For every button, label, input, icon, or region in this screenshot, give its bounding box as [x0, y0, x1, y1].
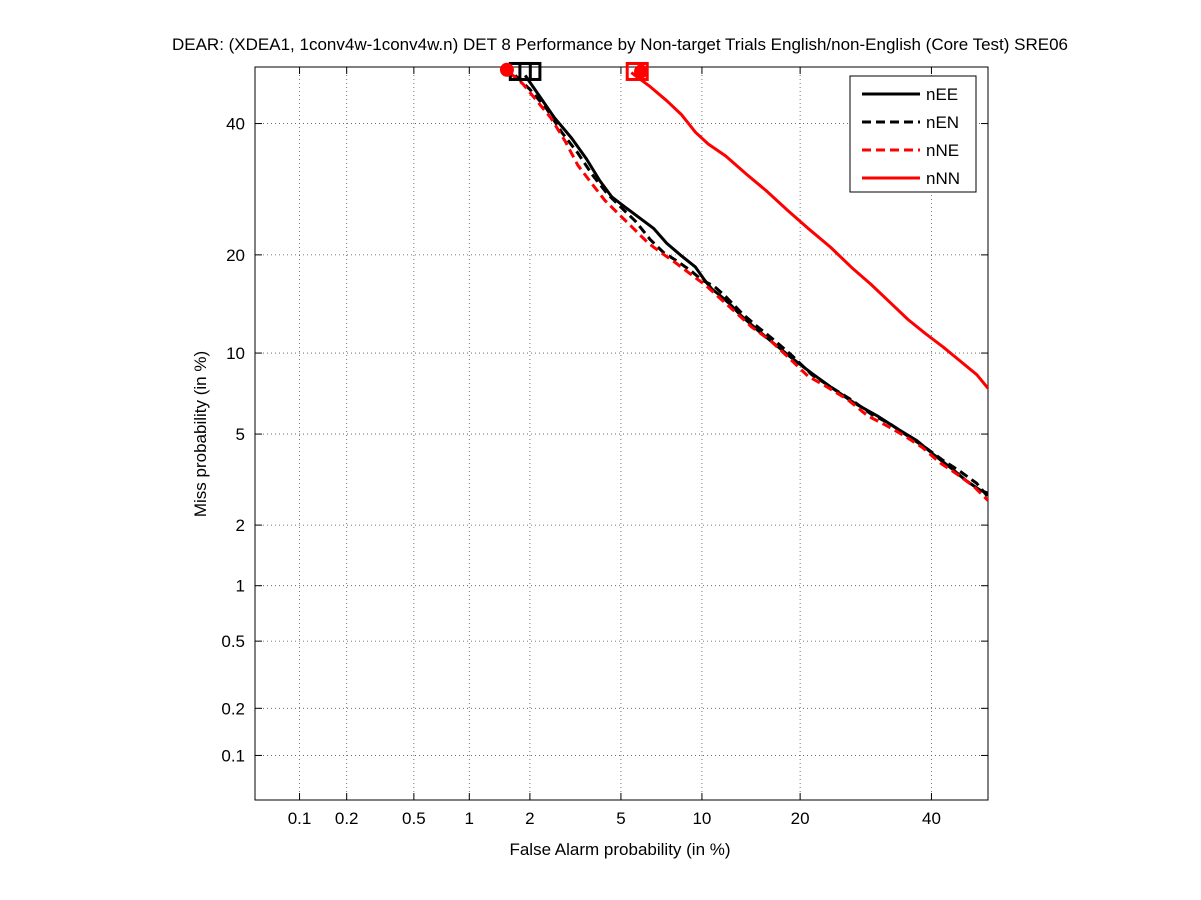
- x-tick-label: 1: [465, 809, 474, 828]
- x-tick-label: 2: [525, 809, 534, 828]
- x-tick-label: 10: [692, 809, 711, 828]
- x-tick-label: 0.1: [288, 809, 312, 828]
- series-line-nEN: [514, 74, 990, 498]
- legend-label-nNE: nNE: [926, 141, 959, 160]
- y-tick-label: 0.2: [221, 699, 245, 718]
- tick-layer: 0.1 0.2 0.5 1 2 5 10 20 40 0.1 0.2 0.5 1 2 5 10 20 40: [221, 67, 988, 828]
- y-tick-label: 1: [236, 577, 245, 596]
- y-tick-label: 0.1: [221, 746, 245, 765]
- legend-label-nEN: nEN: [926, 113, 959, 132]
- marker-layer: [499, 61, 649, 81]
- x-tick-label: 5: [616, 809, 625, 828]
- marker-circle-nNN: [634, 64, 649, 79]
- series-line-nEE: [523, 74, 989, 495]
- series-line-nNE: [508, 71, 990, 502]
- marker-circle-nNE: [499, 62, 514, 77]
- y-tick-label: 2: [236, 516, 245, 535]
- legend-label-nNN: nNN: [926, 169, 960, 188]
- y-tick-label: 10: [226, 344, 245, 363]
- y-tick-label: 0.5: [221, 632, 245, 651]
- x-tick-label: 0.2: [335, 809, 359, 828]
- plot-area-border: [254, 66, 989, 801]
- chart-title: DEAR: (XDEA1, 1conv4w-1conv4w.n) DET 8 P…: [172, 35, 1068, 54]
- legend: nEE nEN nNE nNN: [849, 75, 977, 193]
- legend-label-nEE: nEE: [926, 85, 958, 104]
- y-tick-label: 40: [226, 115, 245, 134]
- x-tick-label: 40: [922, 809, 941, 828]
- y-tick-label: 20: [226, 246, 245, 265]
- x-tick-label: 20: [791, 809, 810, 828]
- x-tick-label: 0.5: [402, 809, 426, 828]
- y-axis-label: Miss probability (in %): [191, 351, 210, 517]
- series-line-nNN: [630, 71, 990, 390]
- series-layer: [508, 71, 990, 502]
- y-tick-label: 5: [236, 425, 245, 444]
- x-axis-label: False Alarm probability (in %): [509, 840, 730, 859]
